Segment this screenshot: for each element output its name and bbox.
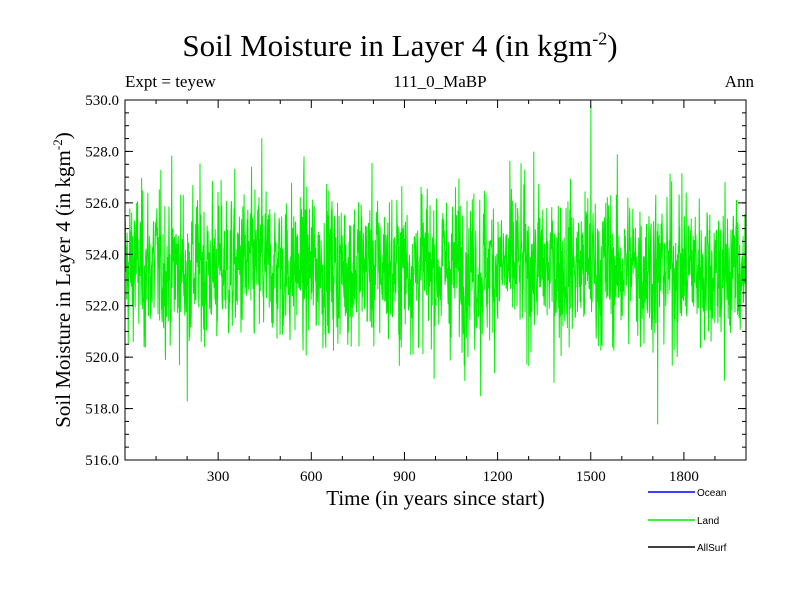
x-tick-label: 600 [300,469,323,485]
x-axis-label: Time (in years since start) [326,486,545,510]
y-tick-label: 516.0 [85,453,119,469]
x-tick-label: 900 [393,469,416,485]
x-tick-label: 1200 [483,469,513,485]
subtitle-period: 111_0_MaBP [393,72,487,91]
x-tick-label: 300 [207,469,230,485]
chart-title: Soil Moisture in Layer 4 (in kgm-2) [182,28,618,63]
legend-label-land: Land [697,516,719,527]
y-tick-label: 528.0 [85,144,119,160]
y-tick-label: 526.0 [85,196,119,212]
y-tick-label: 530.0 [85,93,119,109]
y-tick-label: 518.0 [85,402,119,418]
y-tick-label: 522.0 [85,299,119,315]
y-tick-label: 520.0 [85,350,119,366]
subtitle-experiment: Expt = teyew [125,72,216,91]
legend-label-ocean: Ocean [697,488,726,499]
x-tick-label: 1800 [669,469,699,485]
legend-label-allsurf: AllSurf [697,543,727,554]
x-tick-label: 1500 [576,469,606,485]
series-line-land [124,104,747,425]
y-tick-label: 524.0 [85,247,119,263]
subtitle-season: Ann [724,72,754,91]
